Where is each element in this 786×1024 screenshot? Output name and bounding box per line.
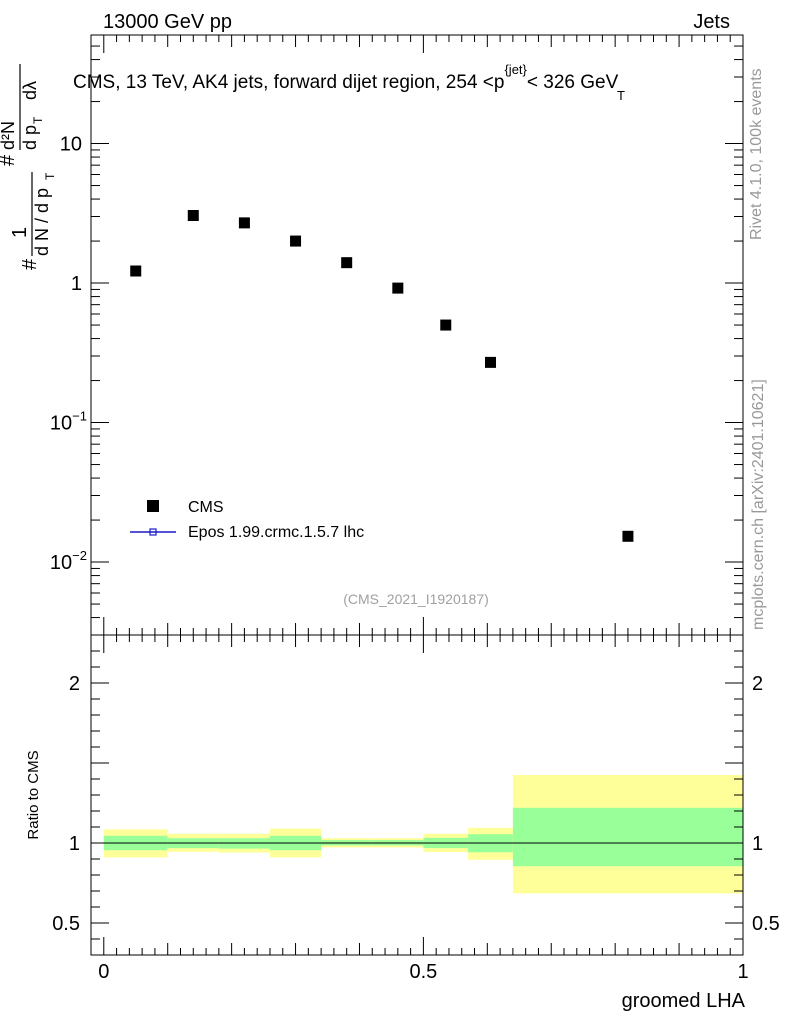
ylabel-den-right: d p — [20, 125, 40, 150]
ratio-ytick-label-left: 1 — [69, 833, 80, 855]
beam-label: 13000 GeV pp — [103, 11, 232, 33]
category-label: Jets — [693, 11, 730, 33]
ratio-ytick-label-left: 0.5 — [52, 913, 80, 935]
title-prefix: CMS, 13 TeV, AK4 jets, forward dijet reg… — [73, 72, 494, 93]
ratio-ytick-labels: 2 2 1 1 0.5 0.5 — [52, 673, 780, 935]
ylabel-den-sub: T — [43, 172, 57, 180]
main-ytick-label: 10−1 — [50, 409, 87, 435]
title-p: p — [494, 72, 505, 93]
title-sup: {jet} — [504, 62, 527, 77]
main-ylabel: # 1 d N / d p T # d²N d p T dλ — [0, 64, 57, 270]
ratio-xlabel: groomed LHA — [622, 990, 746, 1012]
ratio-ytick-label-right: 0.5 — [752, 913, 780, 935]
cms-data-point — [187, 209, 199, 221]
cms-data-point — [341, 257, 353, 269]
cms-data-point — [290, 235, 302, 247]
legend-epos-marker — [149, 528, 157, 536]
ratio-ytick-label-left: 2 — [69, 673, 80, 695]
main-title: CMS, 13 TeV, AK4 jets, forward dijet reg… — [73, 62, 619, 93]
ylabel-hash: # — [19, 258, 41, 270]
legend-epos-label: Epos 1.99.crmc.1.5.7 lhc — [188, 524, 364, 541]
main-axis-ticks — [91, 34, 744, 636]
main-data-points — [130, 209, 634, 542]
main-panel-frame — [90, 34, 744, 636]
ylabel-den-right-sub: T — [31, 116, 45, 124]
title-sub: T — [617, 88, 625, 103]
ylabel-one: 1 — [9, 227, 31, 238]
cms-data-point — [130, 265, 142, 277]
ratio-ytick-label-right: 2 — [752, 673, 763, 695]
ylabel-den-left: d N / d p — [32, 188, 52, 256]
analysis-watermark: (CMS_2021_I1920187) — [343, 591, 489, 607]
title-suffix: < 326 GeV — [527, 72, 619, 93]
ylabel-hash2: # — [0, 154, 19, 166]
cms-data-point — [392, 282, 404, 294]
rivet-label: Rivet 4.1.0, 100k events — [748, 68, 765, 240]
ratio-band-inner — [512, 807, 743, 867]
legend: CMS Epos 1.99.crmc.1.5.7 lhc — [130, 499, 364, 541]
legend-cms-label: CMS — [188, 499, 224, 516]
ratio-ylabel: Ratio to CMS — [25, 750, 42, 839]
cms-data-point — [622, 530, 634, 542]
main-ytick-label: 10−2 — [50, 548, 87, 574]
ratio-uncertainty-bands — [103, 775, 743, 894]
cms-data-point — [440, 319, 452, 331]
main-ytick-label: 10 — [60, 134, 82, 156]
main-ytick-labels: 10 1 10−1 10−2 — [50, 134, 87, 575]
ratio-axis-ticks — [91, 634, 744, 956]
ratio-xtick-labels: 0 0.5 1 — [98, 961, 748, 983]
cms-data-point — [485, 356, 497, 368]
ratio-xtick-label: 1 — [737, 961, 748, 983]
ratio-xtick-label: 0 — [98, 961, 109, 983]
ylabel-dlambda: dλ — [20, 81, 40, 100]
legend-cms-marker — [147, 500, 159, 512]
ratio-ytick-label-right: 1 — [752, 833, 763, 855]
ratio-xtick-label: 0.5 — [409, 961, 437, 983]
cms-data-point — [238, 217, 250, 229]
main-ytick-label: 1 — [71, 273, 82, 295]
ylabel-d2n: d²N — [0, 121, 18, 150]
site-label: mcplots.cern.ch [arXiv:2401.10621] — [750, 379, 767, 630]
